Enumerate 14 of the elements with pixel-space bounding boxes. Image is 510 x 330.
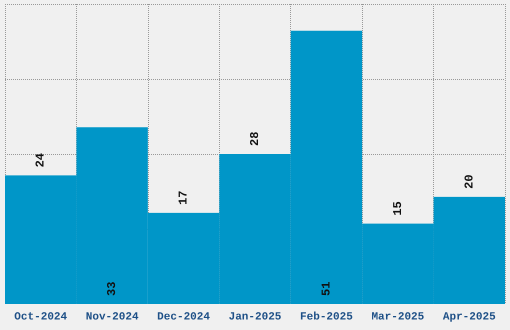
x-tick-label: Apr-2025 (442, 312, 496, 324)
data-label: 20 (462, 174, 476, 189)
x-tick-label: Feb-2025 (300, 312, 354, 324)
x-tick-label: Mar-2025 (371, 312, 425, 324)
x-tick-label: Jan-2025 (228, 312, 282, 324)
data-label: 24 (34, 153, 48, 168)
data-label: 33 (105, 282, 120, 296)
x-tick-label: Nov-2024 (86, 312, 139, 324)
data-label: 15 (390, 201, 405, 216)
data-label: 51 (319, 282, 334, 296)
x-tick-label: Dec-2024 (157, 312, 210, 324)
x-tick-label: Oct-2024 (14, 312, 68, 324)
data-label: 28 (248, 132, 262, 146)
data-label: 17 (176, 190, 191, 205)
